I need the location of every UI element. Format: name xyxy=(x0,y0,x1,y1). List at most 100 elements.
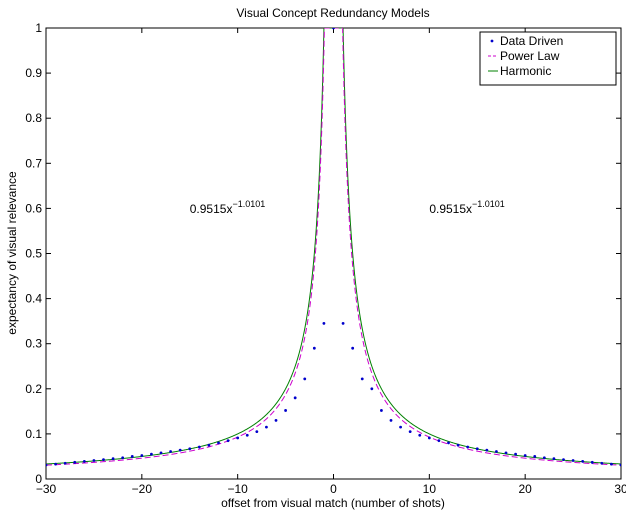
data-point-data-driven xyxy=(217,441,220,445)
data-point-data-driven xyxy=(351,346,355,350)
data-point-data-driven xyxy=(303,377,307,381)
legend-label: Harmonic xyxy=(500,64,551,78)
data-point-data-driven xyxy=(504,451,508,455)
data-point-data-driven xyxy=(92,459,96,462)
data-point-data-driven xyxy=(140,454,144,457)
data-point-data-driven xyxy=(54,462,57,466)
data-point-data-driven xyxy=(255,430,259,434)
x-tick-label: 30 xyxy=(614,482,626,496)
data-point-data-driven xyxy=(600,461,604,465)
data-point-data-driven xyxy=(466,445,470,449)
data-point-data-driven xyxy=(102,458,105,462)
x-axis-ticks: −30 −20 −10 0 10 20 30 xyxy=(36,28,626,496)
model-equation-annotation: 0.9515x−1.0101 xyxy=(190,199,266,216)
y-tick-label: 0.6 xyxy=(25,201,42,215)
y-tick-label: 0.5 xyxy=(25,247,42,261)
y-tick-label: 0.3 xyxy=(25,337,42,351)
y-tick-label: 0.7 xyxy=(25,156,42,170)
x-tick-label: 10 xyxy=(423,482,437,496)
legend-label: Power Law xyxy=(500,49,560,63)
legend-marker-data-driven xyxy=(490,39,494,43)
data-point-data-driven xyxy=(389,418,393,422)
data-point-data-driven xyxy=(150,452,153,456)
plot-area xyxy=(45,27,622,480)
data-point-data-driven xyxy=(245,433,249,437)
x-tick-label: 0 xyxy=(330,482,337,496)
data-point-data-driven xyxy=(207,443,211,447)
data-point-data-driven xyxy=(82,460,86,463)
data-point-data-driven xyxy=(312,346,316,350)
equation-base: 0.9515x xyxy=(190,202,233,216)
y-tick-label: 0.9 xyxy=(25,66,42,80)
annotations: 0.9515x−1.0101 0.9515x−1.0101 xyxy=(190,199,505,216)
data-point-data-driven xyxy=(380,409,383,412)
data-point-data-driven xyxy=(399,425,402,429)
data-point-data-driven xyxy=(427,436,431,440)
data-point-data-driven xyxy=(542,456,546,460)
data-point-data-driven xyxy=(197,445,201,449)
data-point-data-driven xyxy=(590,460,594,464)
data-point-data-driven xyxy=(293,396,297,400)
data-point-data-driven xyxy=(121,456,125,460)
y-axis-ticks: 0 0.1 0.2 0.3 0.4 0.5 0.6 0.7 0.8 0.9 1 xyxy=(25,21,621,486)
model-equation-annotation: 0.9515x−1.0101 xyxy=(429,199,505,216)
y-tick-label: 0.2 xyxy=(25,382,42,396)
data-point-data-driven xyxy=(610,462,613,466)
data-point-data-driven xyxy=(178,448,182,452)
data-point-data-driven xyxy=(514,452,517,456)
data-point-data-driven xyxy=(370,387,374,391)
equation-base: 0.9515x xyxy=(429,202,472,216)
data-point-data-driven xyxy=(322,322,326,325)
data-point-data-driven xyxy=(437,439,441,443)
data-point-data-driven xyxy=(418,433,422,437)
data-point-data-driven xyxy=(159,451,163,455)
y-tick-label: 0.8 xyxy=(25,111,42,125)
data-point-data-driven xyxy=(265,425,268,429)
x-tick-label: −10 xyxy=(227,482,248,496)
data-point-data-driven xyxy=(360,377,364,381)
y-axis-label: expectancy of visual relevance xyxy=(5,171,19,335)
data-point-data-driven xyxy=(73,460,77,464)
data-point-data-driven xyxy=(284,409,287,412)
x-tick-label: −20 xyxy=(132,482,153,496)
legend-box xyxy=(479,31,617,86)
data-point-data-driven xyxy=(46,463,48,467)
data-point-data-driven xyxy=(619,463,621,467)
data-point-data-driven xyxy=(188,447,192,451)
data-point-data-driven xyxy=(274,418,278,422)
data-point-data-driven xyxy=(111,457,115,461)
chart-title: Visual Concept Redundancy Models xyxy=(236,6,429,20)
data-point-data-driven xyxy=(523,454,527,457)
data-point-data-driven xyxy=(226,439,230,443)
series-line-power-law xyxy=(46,28,621,466)
data-point-data-driven xyxy=(236,436,240,440)
data-point-data-driven xyxy=(495,450,498,453)
data-point-data-driven xyxy=(169,450,172,453)
data-point-data-driven xyxy=(571,459,575,462)
x-axis-label: offset from visual match (number of shot… xyxy=(221,496,445,510)
y-tick-label: 0 xyxy=(35,472,42,486)
data-point-data-driven xyxy=(562,458,565,462)
data-point-data-driven xyxy=(341,322,345,325)
data-point-data-driven xyxy=(447,441,450,445)
y-tick-label: 1 xyxy=(35,21,42,35)
x-tick-label: −30 xyxy=(36,482,57,496)
equation-exponent: −1.0101 xyxy=(232,199,265,209)
data-point-data-driven xyxy=(581,460,585,463)
legend-label: Data Driven xyxy=(500,34,563,48)
y-tick-label: 0.4 xyxy=(25,292,42,306)
x-tick-label: 20 xyxy=(518,482,532,496)
series-layer xyxy=(46,28,621,467)
data-point-data-driven xyxy=(408,430,412,434)
data-point-data-driven xyxy=(130,455,134,458)
data-point-data-driven xyxy=(533,455,537,458)
data-point-data-driven xyxy=(332,28,335,30)
data-point-data-driven xyxy=(552,457,556,461)
data-point-data-driven xyxy=(456,443,460,447)
data-point-data-driven xyxy=(63,461,67,465)
equation-exponent: −1.0101 xyxy=(472,199,505,209)
data-point-data-driven xyxy=(475,447,479,451)
data-point-data-driven xyxy=(485,448,489,452)
